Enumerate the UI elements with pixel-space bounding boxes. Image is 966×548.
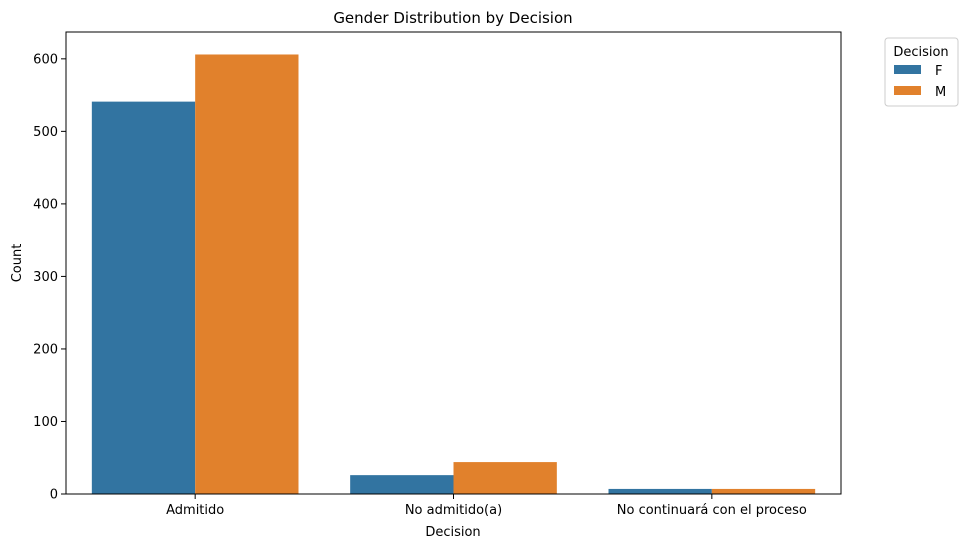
y-tick-label: 500 bbox=[33, 125, 58, 140]
x-axis-title: Decision bbox=[425, 525, 480, 540]
y-axis: 0 100 200 300 400 500 600 bbox=[33, 52, 66, 503]
legend-items: FM bbox=[894, 64, 946, 100]
x-tick-label: No admitido(a) bbox=[405, 503, 502, 518]
y-axis-title: Count bbox=[10, 244, 25, 283]
chart-title: Gender Distribution by Decision bbox=[333, 9, 572, 27]
bars-group bbox=[91, 54, 816, 494]
x-axis: Admitido No admitido(a) No continuará con … bbox=[166, 494, 807, 518]
legend: Decision FM bbox=[884, 37, 959, 107]
y-tick-label: 100 bbox=[33, 415, 58, 430]
bar-f-1 bbox=[350, 475, 454, 494]
y-tick-label: 600 bbox=[33, 52, 58, 67]
legend-title: Decision bbox=[893, 45, 948, 60]
legend-swatch-m bbox=[894, 86, 921, 95]
legend-swatch-f bbox=[894, 65, 921, 74]
x-tick-label: No continuará con el proceso bbox=[617, 503, 807, 518]
bar-f-2 bbox=[608, 488, 712, 494]
bar-m-0 bbox=[195, 54, 299, 494]
y-tick-label: 300 bbox=[33, 270, 58, 285]
legend-label-f: F bbox=[935, 64, 942, 79]
y-tick-label: 0 bbox=[50, 488, 58, 503]
bar-f-0 bbox=[91, 101, 196, 494]
bar-m-2 bbox=[711, 488, 816, 494]
legend-label-m: M bbox=[935, 85, 946, 100]
y-tick-label: 400 bbox=[33, 197, 58, 212]
y-tick-label: 200 bbox=[33, 342, 58, 357]
x-tick-label: Admitido bbox=[166, 503, 224, 518]
bar-m-1 bbox=[453, 462, 557, 494]
